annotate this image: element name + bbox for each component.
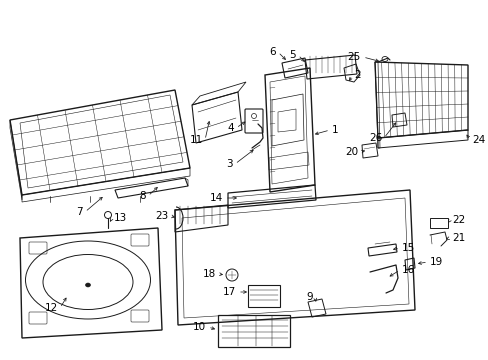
Text: 17: 17 [223,287,236,297]
Text: 13: 13 [114,213,127,223]
Text: 7: 7 [76,207,83,217]
Text: 23: 23 [154,211,168,221]
Text: 10: 10 [192,322,205,332]
Text: 19: 19 [429,257,442,267]
Text: 12: 12 [45,303,58,313]
Text: 3: 3 [226,159,232,169]
Text: 18: 18 [203,269,216,279]
Text: 8: 8 [139,191,146,201]
Text: 1: 1 [331,125,338,135]
Text: 2: 2 [353,70,360,80]
Text: 4: 4 [227,123,234,133]
Text: 6: 6 [269,47,275,57]
Text: 24: 24 [471,135,484,145]
Text: 25: 25 [347,52,360,62]
Ellipse shape [85,283,90,287]
Text: 22: 22 [451,215,464,225]
Text: 21: 21 [451,233,464,243]
Text: 20: 20 [344,147,357,157]
Text: 11: 11 [189,135,203,145]
Text: 16: 16 [401,265,414,275]
Text: 26: 26 [368,133,381,143]
Text: 15: 15 [401,243,414,253]
Text: 9: 9 [306,292,312,302]
Text: 14: 14 [209,193,223,203]
Text: 5: 5 [289,50,295,60]
